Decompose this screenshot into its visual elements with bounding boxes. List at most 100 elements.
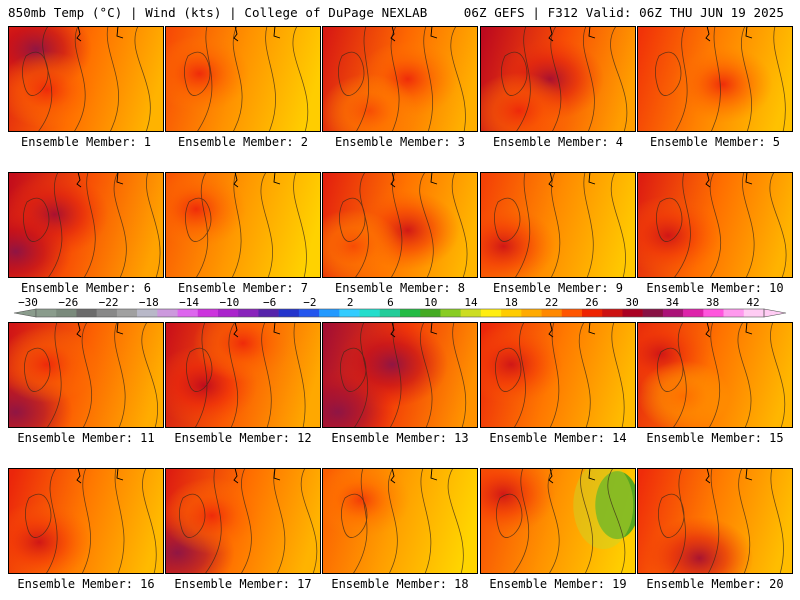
colorbar-swatch: [319, 309, 340, 317]
colorbar-arrow-low: [13, 308, 37, 318]
colorbar-swatch: [501, 309, 522, 317]
colorbar-swatch: [400, 309, 421, 317]
ensemble-member-label: Ensemble Member: 15: [646, 431, 784, 445]
ensemble-map-panel: [165, 468, 321, 574]
colorbar-tick-label: −22: [99, 297, 119, 309]
ensemble-member-label: Ensemble Member: 12: [174, 431, 312, 445]
ensemble-member-label: Ensemble Member: 19: [489, 577, 627, 591]
colorbar-tick-label: 38: [706, 297, 719, 309]
ensemble-member-label: Ensemble Member: 6: [20, 281, 152, 295]
colorbar-swatch: [420, 309, 441, 317]
ensemble-member-label: Ensemble Member: 3: [334, 135, 466, 149]
colorbar-swatch: [258, 309, 279, 317]
colorbar-swatch: [339, 309, 360, 317]
colorbar-swatch: [561, 309, 583, 317]
colorbar-tick-label: −10: [219, 297, 239, 309]
ensemble-member-label: Ensemble Member: 17: [174, 577, 312, 591]
colorbar-swatch: [76, 309, 97, 317]
ensemble-map-panel: [8, 26, 164, 132]
colorbar-swatch: [137, 309, 158, 317]
ensemble-map-panel: [165, 172, 321, 278]
colorbar-swatch: [703, 309, 724, 317]
colorbar-tick-label: 22: [545, 297, 558, 309]
colorbar-tick-label: −2: [303, 297, 316, 309]
colorbar-swatch: [743, 309, 765, 317]
colorbar-tick-label: 42: [746, 297, 759, 309]
ensemble-map-panel: [8, 322, 164, 428]
colorbar-swatch: [541, 309, 563, 317]
colorbar-arrow-high: [763, 308, 787, 318]
colorbar-tick-label: 6: [387, 297, 394, 309]
ensemble-map-panel: [165, 322, 321, 428]
colorbar-tick-label: −14: [179, 297, 199, 309]
colorbar-swatch: [96, 309, 118, 317]
colorbar-swatch: [177, 309, 199, 317]
colorbar-swatch: [197, 309, 219, 317]
colorbar-swatch: [662, 309, 684, 317]
ensemble-map-panel: [637, 468, 793, 574]
colorbar-tick-label: −26: [58, 297, 78, 309]
ensemble-member-label: Ensemble Member: 8: [334, 281, 466, 295]
colorbar-tick-label: 2: [347, 297, 354, 309]
colorbar-swatch: [440, 309, 461, 317]
ensemble-member-label: Ensemble Member: 16: [17, 577, 155, 591]
ensemble-member-label: Ensemble Member: 14: [489, 431, 627, 445]
colorbar-swatch: [480, 309, 502, 317]
colorbar-tick-label: 18: [505, 297, 518, 309]
ensemble-member-label: Ensemble Member: 20: [646, 577, 784, 591]
ensemble-map-panel: [480, 26, 636, 132]
colorbar-tick-label: −30: [18, 297, 38, 309]
colorbar-swatch: [116, 309, 138, 317]
ensemble-map-panel: [322, 172, 478, 278]
colorbar-tick-label: 26: [585, 297, 598, 309]
ensemble-map-panel: [322, 322, 478, 428]
ensemble-map-panel: [480, 172, 636, 278]
colorbar-swatch: [683, 309, 704, 317]
ensemble-member-label: Ensemble Member: 4: [492, 135, 624, 149]
chart-title: 850mb Temp (°C) | Wind (kts) | College o…: [8, 5, 428, 20]
ensemble-map-panel: [637, 172, 793, 278]
colorbar-swatch: [521, 309, 542, 317]
ensemble-member-label: Ensemble Member: 18: [331, 577, 469, 591]
ensemble-map-panel: [480, 468, 636, 574]
colorbar-swatch: [723, 309, 745, 317]
ensemble-map-panel: [322, 26, 478, 132]
colorbar-swatch: [278, 309, 300, 317]
ensemble-member-label: Ensemble Member: 13: [331, 431, 469, 445]
colorbar-swatch: [157, 309, 178, 317]
ensemble-map-panel: [8, 468, 164, 574]
colorbar-tick-label: 30: [626, 297, 639, 309]
colorbar-swatch: [56, 309, 77, 317]
colorbar-swatch: [359, 309, 381, 317]
ensemble-map-panel: [480, 322, 636, 428]
colorbar-swatch: [298, 309, 320, 317]
ensemble-map-panel: [637, 26, 793, 132]
ensemble-member-label: Ensemble Member: 11: [17, 431, 155, 445]
ensemble-member-label: Ensemble Member: 2: [177, 135, 309, 149]
temperature-colorbar: −30 −26 −22 −18 −14 −10 −6 −2 2 6 10 14 18 22 26 30 34 38…: [13, 297, 787, 318]
colorbar-tick-label: 14: [464, 297, 478, 309]
ensemble-member-label: Ensemble Member: 9: [492, 281, 624, 295]
colorbar-swatch: [582, 309, 603, 317]
colorbar-tick-label: 10: [424, 297, 437, 309]
colorbar-swatch: [218, 309, 239, 317]
colorbar-swatch: [460, 309, 482, 317]
ensemble-member-label: Ensemble Member: 10: [646, 281, 784, 295]
model-run-info: 06Z GEFS | F312 Valid: 06Z THU JUN 19 20…: [463, 5, 784, 20]
colorbar-tick-label: −6: [263, 297, 276, 309]
ensemble-member-label: Ensemble Member: 7: [177, 281, 309, 295]
colorbar-tick-label: 34: [666, 297, 680, 309]
colorbar-swatch: [602, 309, 623, 317]
colorbar-swatch: [622, 309, 643, 317]
ensemble-member-label: Ensemble Member: 1: [20, 135, 152, 149]
ensemble-map-panel: [637, 322, 793, 428]
colorbar-swatch: [379, 309, 401, 317]
ensemble-map-panel: [322, 468, 478, 574]
colorbar-tick-label: −18: [139, 297, 159, 309]
colorbar-swatch: [642, 309, 664, 317]
colorbar-swatch: [36, 309, 57, 317]
ensemble-map-panel: [8, 172, 164, 278]
ensemble-member-label: Ensemble Member: 5: [649, 135, 781, 149]
ensemble-map-panel: [165, 26, 321, 132]
colorbar-swatch: [238, 309, 259, 317]
